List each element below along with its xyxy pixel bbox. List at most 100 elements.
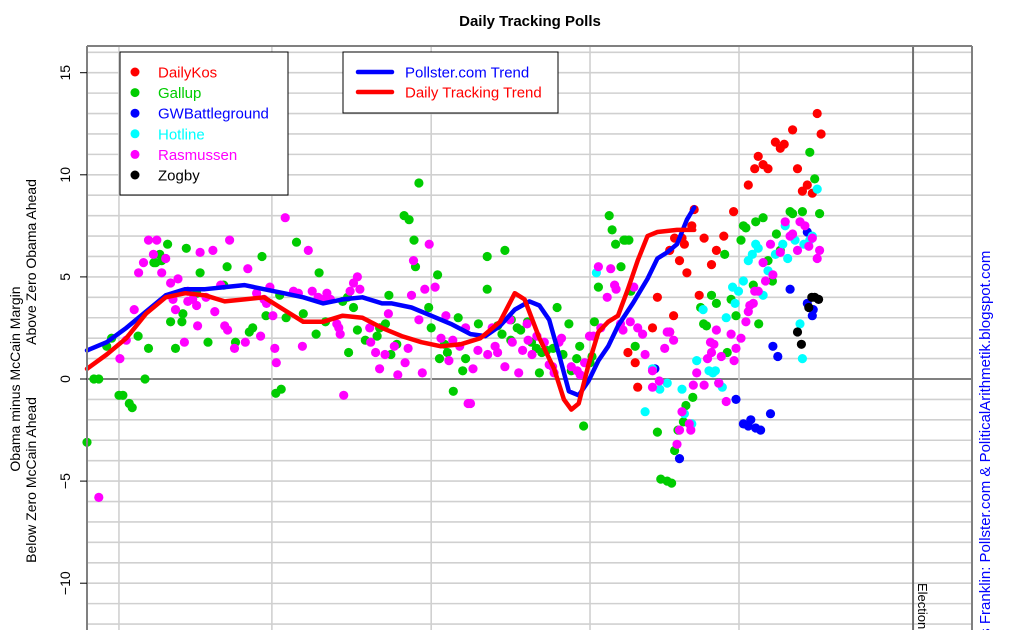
- poll-point: [179, 337, 189, 347]
- poll-point: [633, 382, 643, 392]
- poll-point: [311, 329, 321, 339]
- poll-point: [195, 247, 205, 257]
- poll-point: [731, 394, 741, 404]
- poll-point: [796, 339, 807, 349]
- poll-point: [726, 329, 736, 339]
- poll-point: [181, 243, 191, 253]
- poll-point: [365, 323, 375, 333]
- poll-point: [616, 262, 626, 272]
- poll-point: [763, 164, 773, 174]
- poll-point: [436, 333, 446, 343]
- poll-point: [746, 415, 756, 425]
- svg-text:Obama minus McCain Margin: Obama minus McCain Margin: [7, 286, 23, 471]
- poll-point: [792, 164, 803, 174]
- poll-point: [344, 347, 354, 358]
- poll-point: [792, 327, 803, 337]
- poll-point: [652, 292, 663, 302]
- poll-point: [465, 398, 476, 409]
- poll-point: [706, 347, 717, 358]
- poll-point: [788, 229, 798, 239]
- poll-point: [731, 343, 741, 353]
- y-tick-label: −5: [57, 473, 73, 489]
- poll-point: [754, 319, 764, 329]
- y-tick-label: −10: [57, 571, 73, 595]
- poll-point: [420, 284, 430, 294]
- y-tick-label: 10: [57, 167, 73, 183]
- poll-point: [389, 341, 399, 351]
- poll-point: [268, 311, 278, 321]
- poll-point: [792, 245, 803, 255]
- poll-point: [674, 425, 685, 435]
- svg-text:10: 10: [57, 167, 73, 183]
- poll-point: [714, 378, 724, 388]
- poll-point: [355, 284, 365, 294]
- poll-point: [426, 323, 436, 333]
- poll-point: [208, 245, 218, 255]
- poll-point: [482, 251, 492, 262]
- poll-point: [143, 235, 154, 245]
- poll-point: [688, 380, 698, 390]
- poll-point: [441, 311, 451, 321]
- poll-point: [768, 341, 778, 351]
- poll-point: [461, 354, 471, 364]
- poll-point: [417, 368, 427, 378]
- poll-point: [751, 217, 761, 227]
- poll-point: [414, 178, 424, 188]
- poll-points: [82, 108, 826, 502]
- poll-point: [758, 213, 768, 223]
- poll-point: [403, 343, 413, 353]
- poll-point: [674, 256, 685, 266]
- poll-point: [589, 317, 600, 327]
- y-tick-label: 5: [57, 273, 73, 281]
- poll-point: [118, 390, 128, 400]
- poll-point: [753, 243, 763, 253]
- poll-point: [157, 268, 167, 278]
- poll-point: [523, 335, 533, 345]
- trend-pollster-com-trend: [84, 205, 697, 398]
- poll-point: [710, 366, 721, 376]
- poll-point: [606, 264, 616, 274]
- svg-text:Election: Election: [915, 583, 930, 629]
- poll-point: [665, 327, 675, 337]
- poll-point: [522, 319, 532, 329]
- poll-point: [760, 276, 771, 286]
- legend-polls: DailyKos Gallup GWBattleground Hotline Rasmu…: [119, 51, 289, 196]
- poll-point: [138, 258, 149, 268]
- poll-point: [94, 492, 104, 502]
- trend-daily-tracking-trend: [84, 227, 697, 412]
- chart-title: Daily Tracking Polls: [459, 13, 601, 30]
- poll-point: [433, 270, 443, 280]
- poll-point: [706, 260, 717, 270]
- poll-point: [607, 225, 617, 235]
- poll-point: [738, 276, 749, 286]
- poll-point: [625, 317, 635, 327]
- poll-point: [655, 384, 665, 394]
- poll-point: [688, 392, 698, 402]
- poll-point: [444, 356, 454, 366]
- poll-point: [810, 174, 820, 184]
- poll-point: [468, 364, 478, 374]
- poll-point: [193, 321, 203, 331]
- poll-point: [261, 311, 271, 321]
- poll-point: [458, 366, 468, 376]
- poll-point: [721, 396, 731, 407]
- poll-point: [602, 292, 612, 302]
- credit-text: Charles Franklin: Pollster.com & Politic…: [977, 251, 994, 630]
- poll-point: [256, 331, 266, 341]
- poll-point: [166, 278, 176, 288]
- poll-point: [409, 235, 419, 245]
- poll-point: [243, 264, 253, 274]
- poll-point: [483, 349, 493, 360]
- y-axis-label-below: Below Zero McCain Ahead: [23, 397, 39, 563]
- poll-point: [177, 317, 187, 327]
- poll-point: [133, 331, 143, 341]
- poll-point: [493, 347, 503, 358]
- poll-point: [788, 125, 798, 135]
- poll-point: [430, 282, 440, 292]
- svg-text:−10: −10: [57, 571, 73, 595]
- poll-point: [765, 409, 776, 419]
- poll-point: [252, 288, 262, 298]
- poll-point: [797, 354, 808, 364]
- y-axis-ticks: −10 −5 0 5 10 15: [57, 65, 87, 595]
